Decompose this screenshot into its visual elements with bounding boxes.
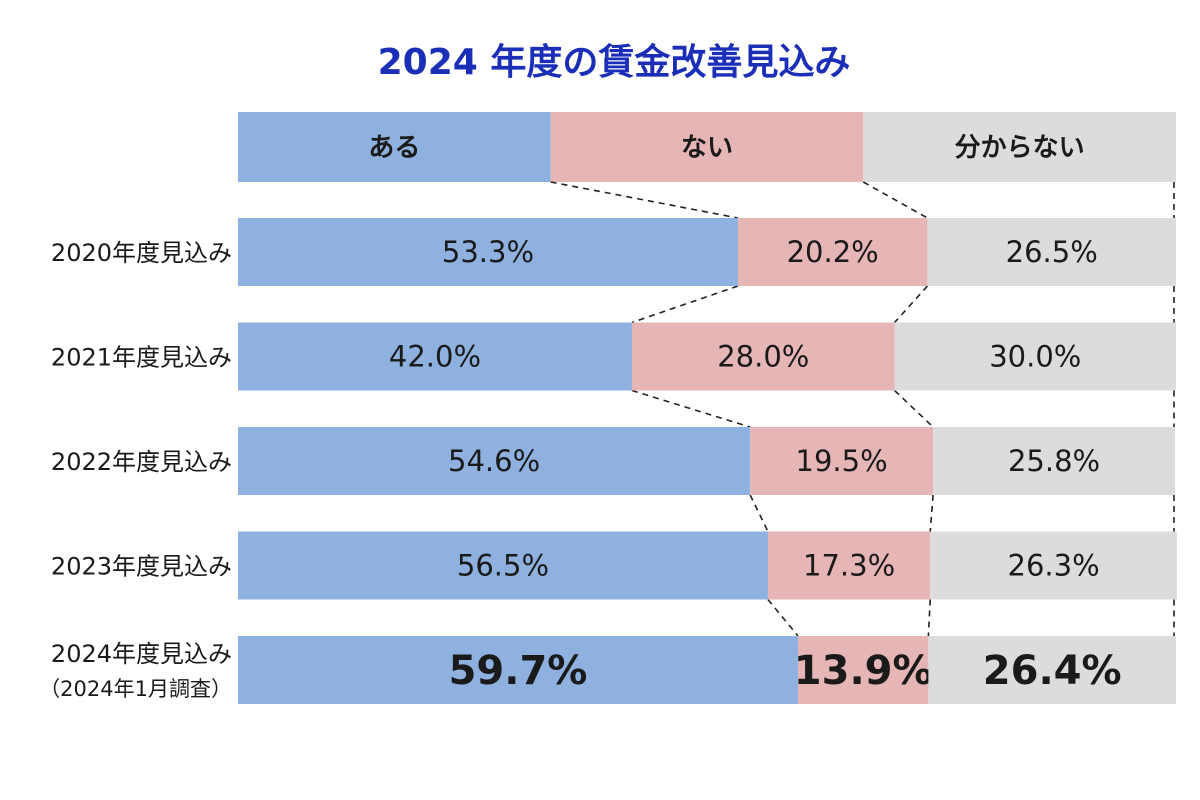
legend-label-1: ある <box>368 133 420 163</box>
legend-label-3: 分からない <box>955 133 1085 163</box>
data-label-1-2: 20.2% <box>787 235 879 269</box>
category-label-1: 2020年度見込み <box>51 239 232 267</box>
legend-label-2: ない <box>681 133 733 163</box>
data-label-2-3: 30.0% <box>989 340 1081 374</box>
data-label-5-1: 59.7% <box>449 648 588 694</box>
bar-1-2 <box>737 218 928 286</box>
connector-line-3-1 <box>749 494 769 532</box>
data-label-1-3: 26.5% <box>1006 235 1098 269</box>
data-label-4-1: 56.5% <box>457 549 549 583</box>
data-label-5-2: 13.9% <box>794 648 933 694</box>
bar-2-3 <box>894 322 1176 391</box>
bar-4-2 <box>767 531 931 600</box>
connector-line-2-2 <box>894 389 934 428</box>
bar-3-2 <box>750 427 934 495</box>
connector-line-1-2 <box>894 285 929 324</box>
bar-2-2 <box>631 322 895 391</box>
bar-5-3 <box>928 636 1176 704</box>
legend-header-band: ある ない 分からない <box>238 112 1176 182</box>
legend-swatch-2 <box>550 112 864 182</box>
data-label-2-1: 42.0% <box>389 340 481 374</box>
legend-swatch-3 <box>863 112 1176 182</box>
data-label-1-1: 53.3% <box>442 235 534 269</box>
bar-5-1 <box>238 636 798 704</box>
data-label-3-1: 54.6% <box>448 444 540 478</box>
category-label-5-line-1: 2024年度見込み <box>51 640 232 668</box>
connector-line-4-2 <box>927 599 932 637</box>
bar-3-1 <box>238 427 751 495</box>
series-connector-lines <box>550 181 1175 637</box>
category-labels: 2020年度見込み 2021年度見込み 2022年度見込み 2023年度見込み 2024… <box>39 239 232 701</box>
data-label-4-2: 17.3% <box>803 549 895 583</box>
connector-line-4-1 <box>767 598 799 637</box>
bar-3-3 <box>933 427 1176 495</box>
connector-line-1-1 <box>631 285 739 324</box>
legend-swatch-1 <box>238 112 551 182</box>
category-label-5-line-2: （2024年1月調査） <box>39 677 232 701</box>
category-label-3: 2022年度見込み <box>51 448 232 476</box>
data-label-3-2: 19.5% <box>796 444 888 478</box>
data-label-3-3: 25.8% <box>1008 444 1100 478</box>
data-label-2-2: 28.0% <box>717 340 809 374</box>
category-label-4: 2023年度見込み <box>51 553 232 581</box>
connector-line-2-1 <box>631 389 751 428</box>
bar-4-1 <box>238 531 768 600</box>
bar-1-1 <box>238 218 738 286</box>
bar-5-2 <box>797 636 929 704</box>
bars-layer: 53.3% 20.2% 26.5% 42.0% 28.0% 30.0% 54.6% 19.5%… <box>238 218 1177 704</box>
category-label-2: 2021年度見込み <box>51 344 232 372</box>
data-label-4-3: 26.3% <box>1008 549 1100 583</box>
bar-1-3 <box>927 218 1176 286</box>
bar-4-3 <box>930 531 1177 600</box>
chart-title: 2024 年度の賃金改善見込み <box>378 41 851 83</box>
connector-line-h-2 <box>862 181 928 219</box>
data-label-5-3: 26.4% <box>983 648 1122 694</box>
connector-line-3-2 <box>929 494 934 532</box>
bar-2-1 <box>238 322 632 391</box>
connector-line-h-1 <box>550 181 739 219</box>
